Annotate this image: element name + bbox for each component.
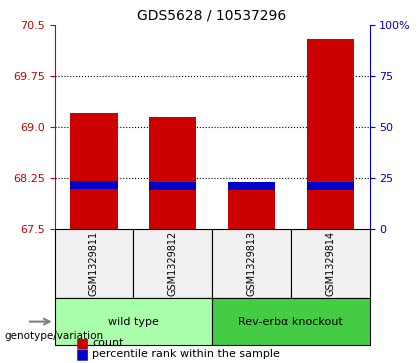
Text: ■: ■ (76, 347, 89, 361)
FancyBboxPatch shape (212, 229, 291, 298)
FancyBboxPatch shape (55, 298, 212, 345)
Text: genotype/variation: genotype/variation (4, 331, 103, 341)
Bar (149, 117, 197, 229)
Bar (307, 182, 354, 190)
FancyBboxPatch shape (212, 298, 370, 345)
Bar (307, 39, 354, 229)
Bar (71, 114, 118, 229)
FancyBboxPatch shape (134, 229, 212, 298)
Text: GSM1329814: GSM1329814 (325, 231, 335, 296)
Text: GSM1329813: GSM1329813 (247, 231, 257, 296)
Bar (228, 185, 275, 229)
Text: percentile rank within the sample: percentile rank within the sample (92, 349, 280, 359)
Text: Rev-erbα knockout: Rev-erbα knockout (239, 317, 343, 327)
Bar (71, 181, 118, 189)
Bar (228, 182, 275, 190)
Text: wild type: wild type (108, 317, 159, 327)
FancyBboxPatch shape (291, 229, 370, 298)
Text: GSM1329811: GSM1329811 (89, 231, 99, 296)
Title: GDS5628 / 10537296: GDS5628 / 10537296 (137, 9, 287, 23)
Text: GSM1329812: GSM1329812 (168, 231, 178, 296)
Text: ■: ■ (76, 336, 89, 350)
Text: count: count (92, 338, 124, 348)
Bar (149, 182, 197, 190)
FancyBboxPatch shape (55, 229, 134, 298)
